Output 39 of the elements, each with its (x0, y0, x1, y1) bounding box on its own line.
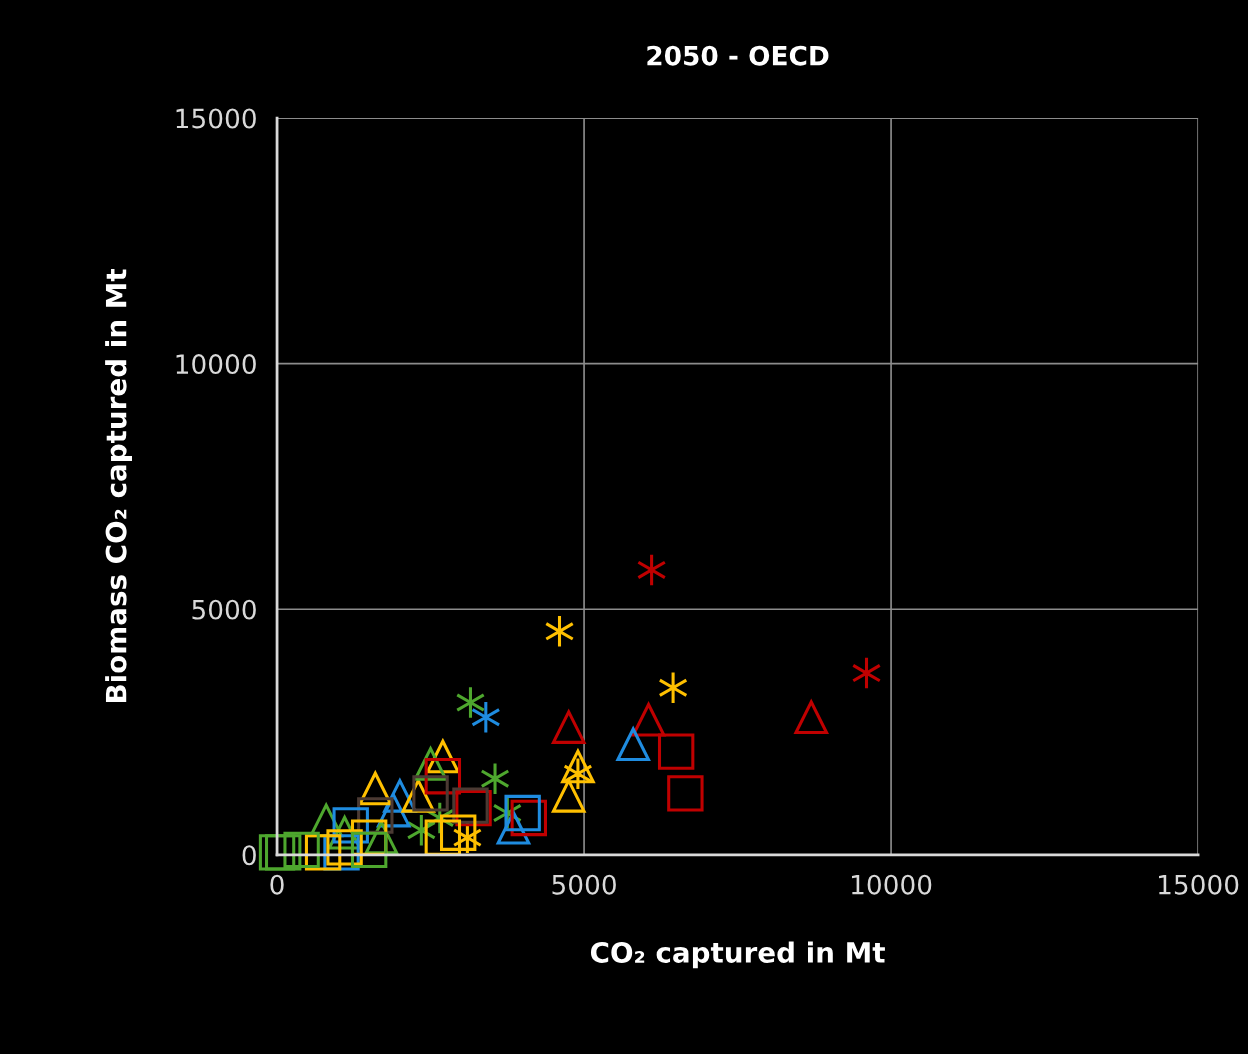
point (412, 775, 449, 812)
point (794, 700, 829, 735)
point (658, 670, 688, 705)
point (560, 747, 596, 784)
y-tick-label: 15000 (176, 108, 256, 129)
point (851, 656, 882, 690)
y-tick-label: 5000 (192, 599, 256, 620)
y-tick-label: 10000 (176, 354, 256, 375)
point (424, 758, 462, 795)
point (636, 553, 667, 587)
point (504, 794, 541, 832)
point (480, 761, 510, 796)
point (667, 775, 704, 812)
chart-title: 2050 - OECD (647, 45, 829, 66)
point (283, 831, 320, 869)
point (471, 700, 501, 735)
point (364, 820, 399, 855)
x-tick-label: 15000 (1159, 874, 1239, 895)
point (304, 834, 342, 871)
point (551, 710, 586, 744)
y-tick-label: 0 (242, 845, 256, 866)
x-tick-label: 5000 (552, 874, 616, 895)
point (258, 834, 296, 871)
point (265, 834, 302, 871)
point (616, 727, 650, 762)
point (544, 614, 575, 649)
y-axis-title: Biomass CO₂ captured in Mt (105, 268, 132, 702)
x-axis-title: CO₂ captured in Mt (590, 941, 885, 969)
x-tick-label: 10000 (852, 874, 932, 895)
point (657, 733, 695, 770)
point (455, 685, 486, 720)
point (551, 779, 586, 813)
point (439, 814, 477, 851)
x-tick-label: 0 (270, 874, 284, 895)
point (563, 756, 593, 791)
point (358, 769, 393, 806)
point (510, 799, 547, 837)
point (631, 702, 666, 737)
point (350, 831, 388, 869)
